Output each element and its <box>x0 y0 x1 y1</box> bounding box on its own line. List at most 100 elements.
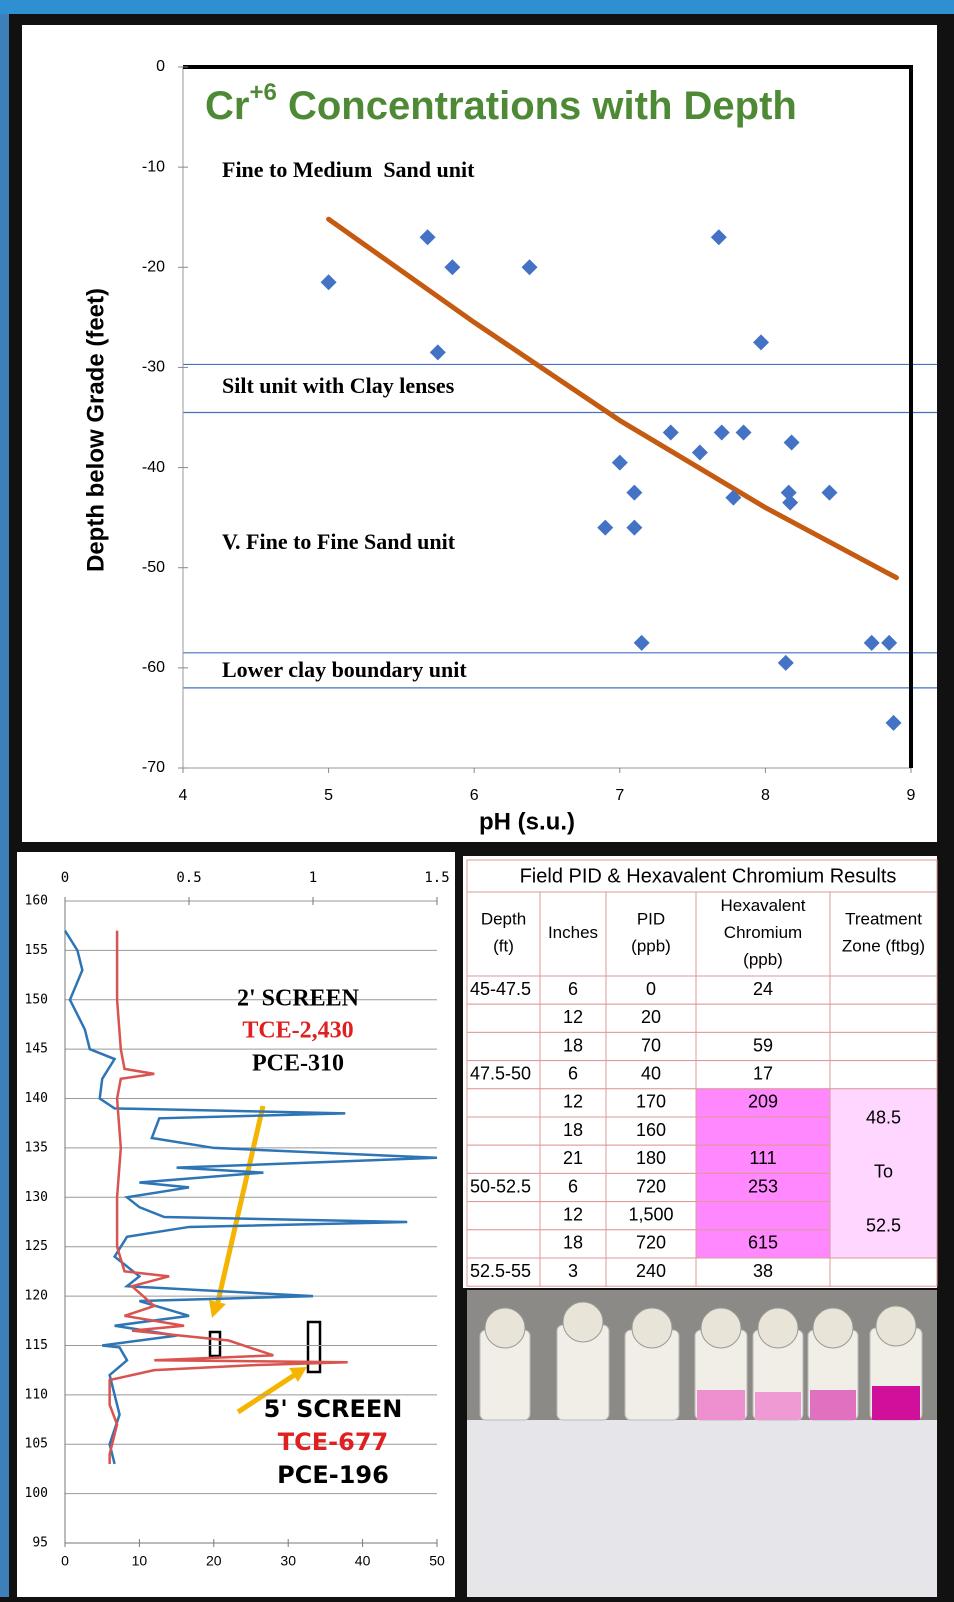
point <box>821 484 838 501</box>
cell-text: 18 <box>563 1035 583 1055</box>
cell-text: 170 <box>636 1092 666 1112</box>
table-cell <box>695 1257 831 1287</box>
plot-frame <box>183 65 913 768</box>
header-text: Treatment Zone (ftbg) <box>842 910 925 956</box>
x-tick-label: 7 <box>615 787 624 804</box>
table-cell <box>829 1060 938 1090</box>
annotation: 2' SCREEN <box>237 986 360 1012</box>
x-tick-label: 9 <box>907 787 916 804</box>
table-cell <box>466 1172 541 1203</box>
cap <box>757 1307 799 1349</box>
cap <box>484 1307 526 1349</box>
screen-box <box>208 1330 222 1358</box>
cell-text: 6 <box>568 979 578 999</box>
header-cell <box>829 891 938 977</box>
treatment-text: 52.5 <box>866 1216 901 1236</box>
cell-text: 24 <box>753 979 773 999</box>
trace <box>63 929 438 1465</box>
y-tick-label: -60 <box>142 659 165 676</box>
bottom-tick-label: 10 <box>132 1553 148 1569</box>
cell-text: 12 <box>563 1204 583 1224</box>
cell-text: 70 <box>641 1035 661 1055</box>
arrow-head <box>289 1367 307 1382</box>
x-axis-label: pH (s.u.) <box>479 808 575 835</box>
point <box>597 519 614 536</box>
top-bar <box>0 0 954 14</box>
point <box>419 229 436 246</box>
point <box>782 494 799 511</box>
point <box>881 634 898 651</box>
table-cell <box>466 1060 541 1090</box>
photo <box>467 1290 937 1597</box>
table-cell <box>695 1060 831 1090</box>
cell-text: 18 <box>563 1120 583 1140</box>
header-cell <box>605 891 697 977</box>
bottom-tick-label: 40 <box>355 1553 371 1569</box>
bottom-tick-label: 30 <box>280 1553 296 1569</box>
y-tick-label: 115 <box>25 1338 48 1353</box>
cell-text: 45-47.5 <box>470 979 531 999</box>
point <box>863 634 880 651</box>
y-tick-label: -50 <box>142 559 165 576</box>
cell-text: 18 <box>563 1233 583 1253</box>
table-cell <box>466 1003 541 1033</box>
table-cell <box>829 1257 938 1287</box>
y-tick-label: 140 <box>25 1091 48 1106</box>
table-title: Field PID & Hexavalent Chromium Results <box>520 865 897 887</box>
y-tick-label: 145 <box>25 1042 48 1057</box>
y-tick-label: 110 <box>25 1387 48 1402</box>
cell-text: 50-52.5 <box>470 1176 531 1196</box>
top-tick-label: 0.5 <box>176 870 201 886</box>
table-cell <box>466 1144 541 1174</box>
cell-text: 3 <box>568 1261 578 1281</box>
log-markers <box>208 1105 322 1415</box>
top-tick-label: 1.5 <box>424 870 449 886</box>
table-title-cell <box>466 859 938 893</box>
table-cell <box>605 975 697 1005</box>
point <box>777 654 794 671</box>
point <box>429 344 446 361</box>
trace <box>108 930 348 1464</box>
table-cell <box>466 1229 541 1259</box>
point <box>444 259 461 276</box>
y-tick-label: 120 <box>25 1289 48 1304</box>
cell-text: 38 <box>753 1261 773 1281</box>
header-text: Depth (ft) <box>481 910 526 956</box>
y-tick-label: 125 <box>25 1239 48 1254</box>
table-cell <box>695 1201 831 1231</box>
cell-text: 615 <box>748 1233 778 1253</box>
cell-text: 12 <box>563 1092 583 1112</box>
bottom-tick-label: 20 <box>206 1553 222 1569</box>
point <box>521 259 538 276</box>
liquid <box>697 1390 745 1420</box>
point <box>753 334 770 351</box>
point <box>626 484 643 501</box>
unit-label: V. Fine to Fine Sand unit <box>222 529 456 554</box>
cell-text: 40 <box>641 1063 661 1083</box>
liquid <box>810 1390 856 1420</box>
table-cell <box>605 1060 697 1090</box>
cell-text: 59 <box>753 1035 773 1055</box>
annotation: TCE-2,430 <box>242 1018 353 1044</box>
header-cell <box>695 891 831 977</box>
cap <box>700 1307 742 1349</box>
cap <box>562 1301 604 1343</box>
annotation: PCE-310 <box>252 1051 344 1077</box>
title-rest: Concentrations with Depth <box>277 84 797 128</box>
header-cell <box>466 891 541 977</box>
cell-text: 240 <box>636 1261 666 1281</box>
cell-text: 0 <box>646 979 656 999</box>
bottom-tick-label: 50 <box>429 1553 445 1569</box>
cell-text: 47.5-50 <box>470 1063 531 1083</box>
point <box>713 424 730 441</box>
unit-label: Lower clay boundary unit <box>222 657 467 682</box>
y-tick-label: 155 <box>25 943 48 958</box>
point <box>626 519 643 536</box>
y-tick-label: 95 <box>32 1536 48 1551</box>
cap <box>875 1305 917 1347</box>
x-tick-label: 4 <box>179 787 188 804</box>
title-base: Cr <box>205 84 249 128</box>
treatment-text: 48.5 <box>866 1108 901 1128</box>
